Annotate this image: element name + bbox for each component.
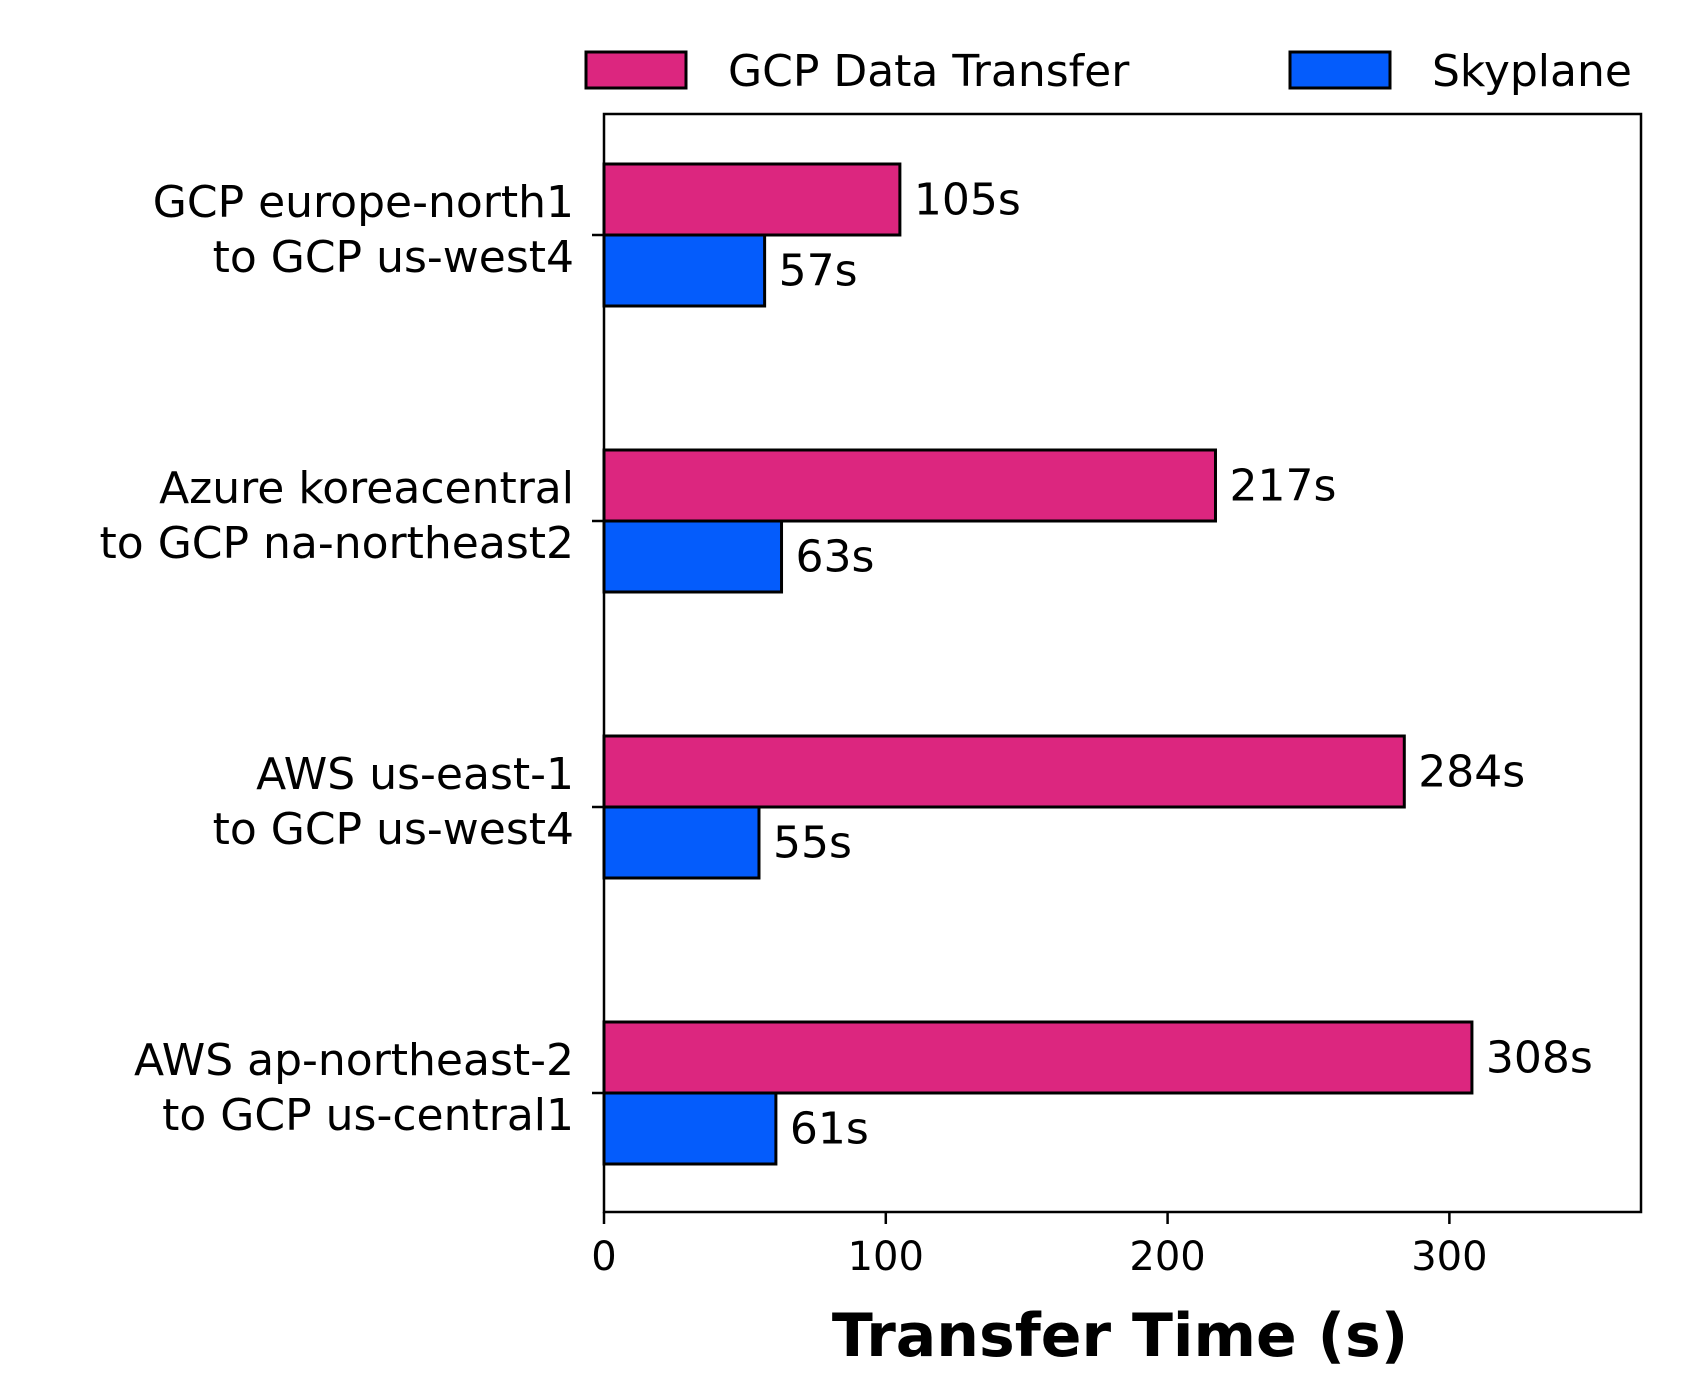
legend-label: GCP Data Transfer: [728, 46, 1130, 97]
data-label: 57s: [779, 246, 858, 297]
labels: 105s 217s 284s 308s 57s 63s 55s 61s 0 100 200 300 GC…: [100, 175, 1593, 1281]
x-tick-label: 300: [1411, 1234, 1487, 1280]
category-label: AWS us-east-1: [256, 749, 574, 800]
data-label: 55s: [773, 818, 852, 869]
category-label: AWS ap-northeast-2: [134, 1035, 574, 1086]
bar-skyplane-3: [602, 1091, 778, 1166]
bar-gcp-data-transfer-1: [602, 448, 1217, 523]
category-label: to GCP us-west4: [213, 804, 574, 855]
x-tick-label: 100: [848, 1234, 924, 1280]
axes: [592, 112, 1643, 1224]
bar-skyplane-0: [602, 233, 767, 308]
bar-gcp-data-transfer-3: [602, 1020, 1474, 1095]
category-label: GCP europe-north1: [153, 177, 574, 228]
bars: [602, 162, 1474, 1166]
x-tick-label: 0: [591, 1234, 616, 1280]
plot-frame: [602, 112, 1643, 1214]
legend-swatch-skyplane: [1288, 50, 1392, 90]
x-axis-label: Transfer Time (s): [832, 1301, 1408, 1371]
legend: GCP Data Transfer Skyplane: [584, 46, 1632, 97]
legend-swatch-gcp-data-transfer: [584, 50, 688, 90]
category-label: Azure koreacentral: [159, 463, 574, 514]
x-tick-label: 200: [1129, 1234, 1205, 1280]
category-label: to GCP na-northeast2: [100, 518, 574, 569]
bar-skyplane-2: [602, 805, 761, 880]
data-label: 105s: [914, 175, 1021, 226]
category-label: to GCP us-central1: [162, 1090, 574, 1141]
bar-gcp-data-transfer-0: [602, 162, 902, 237]
data-label: 284s: [1418, 747, 1525, 798]
legend-label: Skyplane: [1432, 46, 1632, 97]
category-label: to GCP us-west4: [213, 232, 574, 283]
data-label: 308s: [1486, 1033, 1593, 1084]
bar-gcp-data-transfer-2: [602, 734, 1406, 809]
data-label: 61s: [790, 1104, 869, 1155]
bar-skyplane-1: [602, 519, 784, 594]
data-label: 217s: [1229, 461, 1336, 512]
data-label: 63s: [796, 532, 875, 583]
